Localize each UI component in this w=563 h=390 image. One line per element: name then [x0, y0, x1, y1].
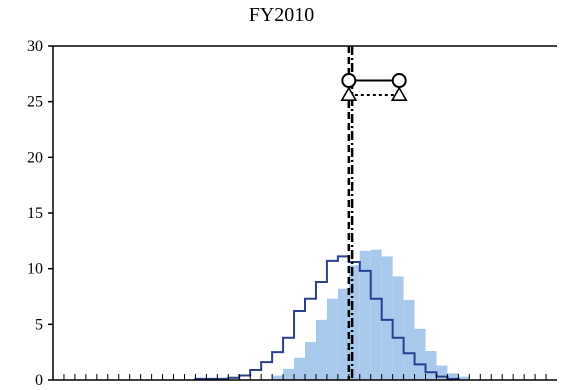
circle-marker: [391, 73, 407, 89]
histogram-bar: [403, 299, 415, 380]
y-tick-label: 5: [35, 316, 43, 333]
circle-marker: [341, 73, 357, 89]
outline-step-series: [194, 255, 460, 380]
histogram-bar: [294, 357, 305, 380]
histogram-bar: [326, 298, 338, 380]
triangle-marker: [390, 86, 408, 102]
histogram-bar: [283, 368, 295, 380]
histogram-bar: [392, 276, 404, 380]
vertical-lines-layer: [347, 46, 354, 380]
histogram-bar: [425, 351, 437, 380]
y-tick-label: 15: [27, 205, 43, 222]
triangle-marker: [340, 86, 358, 102]
y-tick-label: 0: [35, 372, 43, 389]
histogram-bar: [315, 319, 327, 380]
y-tick-label: 20: [27, 149, 43, 166]
histogram-bar: [337, 288, 349, 380]
histogram-bar: [414, 328, 426, 380]
y-tick-label: 25: [27, 94, 43, 111]
histogram-bar: [359, 250, 371, 380]
markers-layer: [340, 73, 408, 102]
histogram-bar: [381, 256, 393, 380]
outline-series-layer: [194, 255, 460, 380]
histogram-bar: [348, 265, 360, 380]
chart-title: FY2010: [248, 4, 315, 26]
filled-bars-layer: [272, 249, 470, 380]
histogram-bar: [305, 342, 316, 380]
y-tick-label: 30: [27, 38, 43, 55]
axes-layer: 0 5 10 15 20 25 30: [27, 38, 557, 389]
y-tick-label: 10: [27, 261, 43, 278]
histogram-bar: [272, 375, 284, 380]
histogram-bar: [458, 376, 470, 380]
histogram-bar: [436, 365, 448, 380]
histogram-bar: [370, 249, 382, 380]
histogram-bar: [447, 373, 459, 380]
